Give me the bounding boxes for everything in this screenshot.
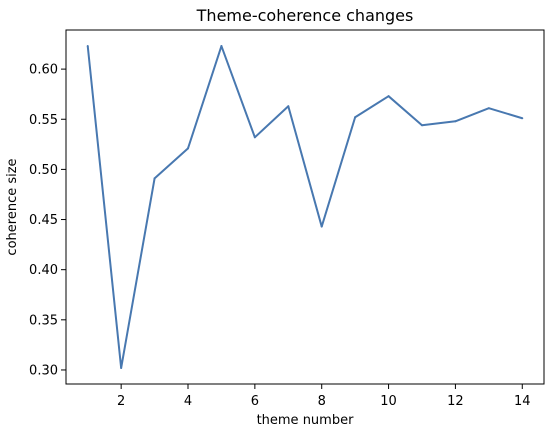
data-point [387, 95, 390, 98]
x-tick-label: 10 [380, 394, 397, 409]
data-point [454, 120, 457, 123]
data-point [220, 45, 223, 48]
y-axis-label: coherence size [5, 158, 20, 255]
data-point [320, 225, 323, 228]
y-tick-label: 0.50 [29, 163, 58, 178]
data-point [521, 117, 524, 120]
x-axis: 2 4 6 8 10 12 14 [117, 384, 531, 409]
data-point [354, 116, 357, 119]
data-point [187, 147, 190, 150]
data-point [253, 136, 256, 139]
data-point [420, 124, 423, 127]
y-tick-label: 0.30 [29, 363, 58, 378]
data-point [120, 366, 123, 369]
x-tick-label: 4 [184, 394, 192, 409]
data-points [86, 45, 524, 369]
x-tick-label: 14 [514, 394, 531, 409]
y-tick-label: 0.35 [29, 313, 58, 328]
x-tick-label: 8 [318, 394, 326, 409]
x-tick-label: 2 [117, 394, 125, 409]
y-tick-label: 0.60 [29, 63, 58, 78]
chart-title: Theme-coherence changes [196, 6, 414, 25]
x-axis-label: theme number [257, 413, 355, 428]
series-line [86, 45, 523, 369]
plot-area-frame [65, 29, 545, 385]
y-axis: 0.30 0.35 0.40 0.45 0.50 0.55 0.60 [29, 63, 66, 378]
data-point [287, 105, 290, 108]
x-tick-label: 6 [251, 394, 259, 409]
data-point [86, 45, 89, 48]
y-tick-label: 0.45 [29, 213, 58, 228]
y-tick-label: 0.40 [29, 263, 58, 278]
y-tick-label: 0.55 [29, 113, 58, 128]
data-point [153, 177, 156, 180]
x-tick-label: 12 [447, 394, 464, 409]
data-point [487, 107, 490, 110]
